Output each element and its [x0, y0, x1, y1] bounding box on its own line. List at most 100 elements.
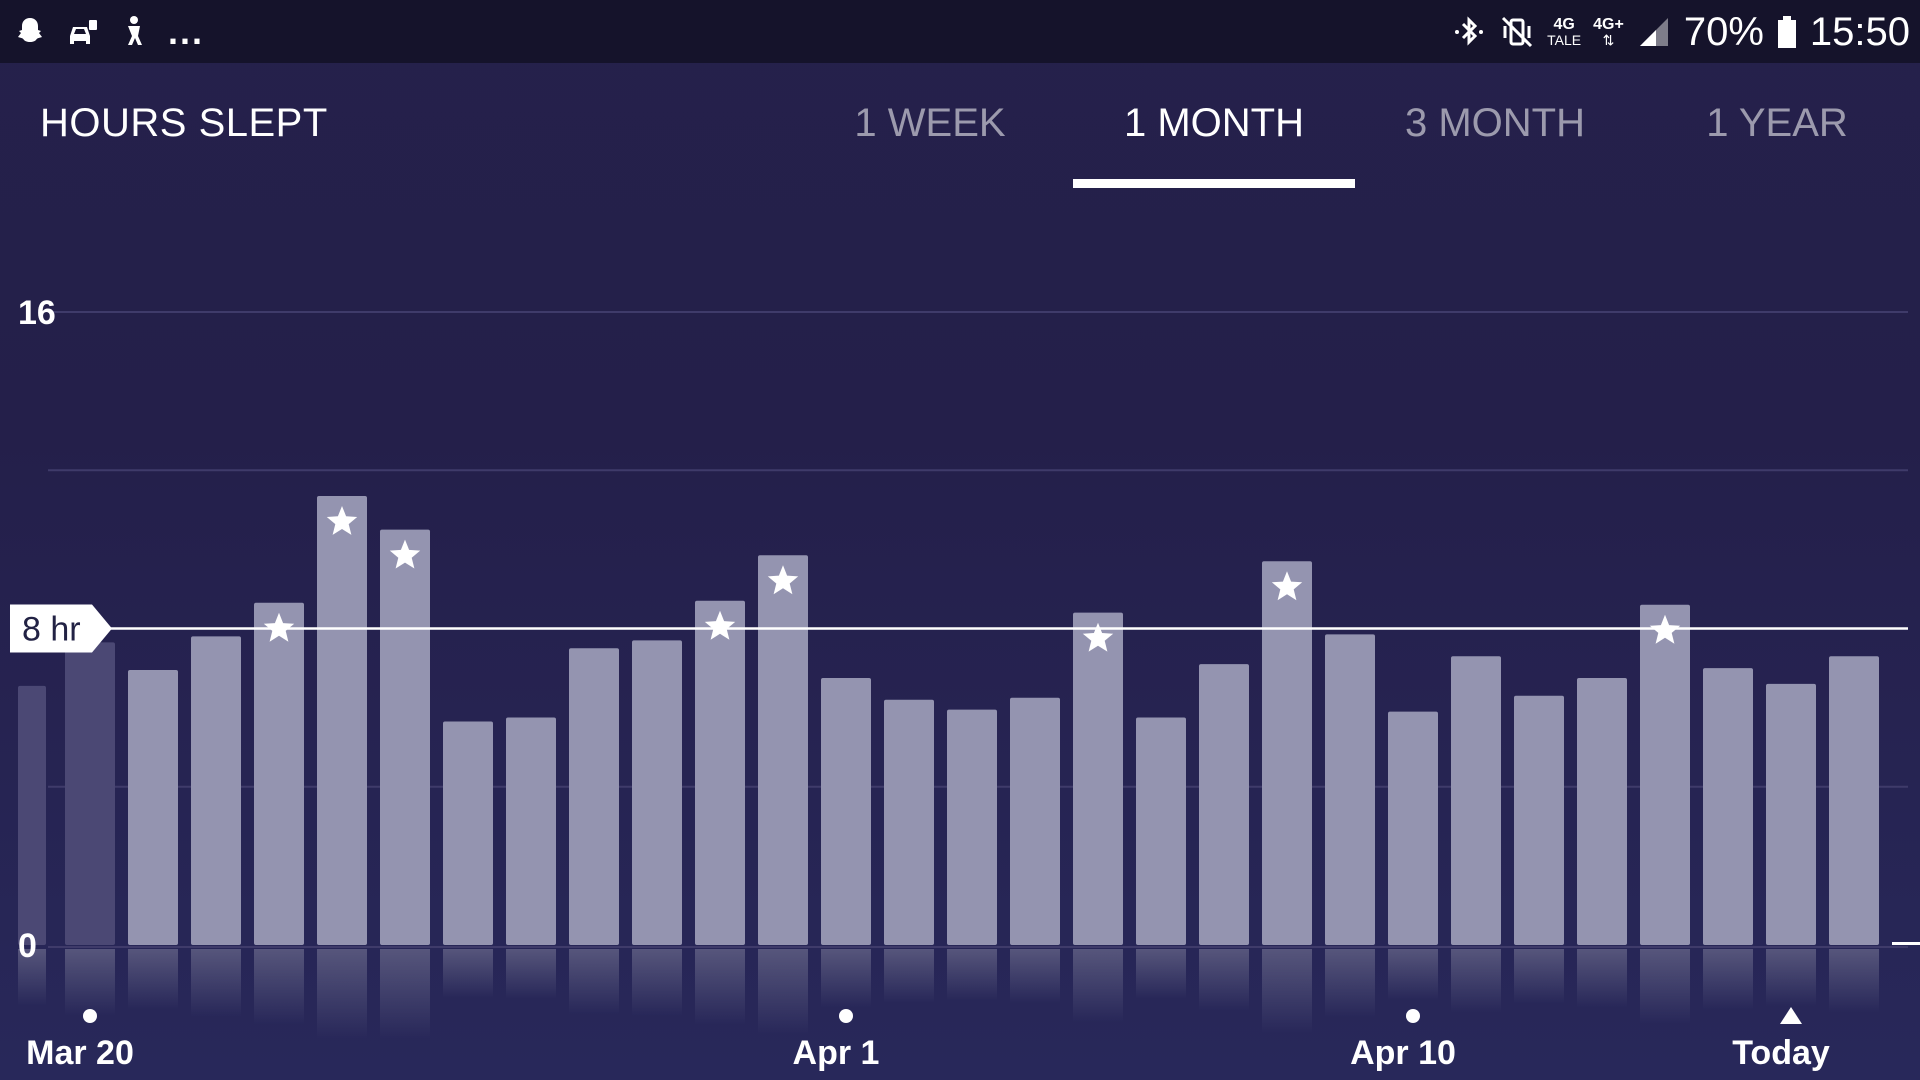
- car-icon: [64, 14, 100, 50]
- y-tick-label: 0: [18, 927, 37, 965]
- bar-reflection: [317, 949, 367, 1039]
- bar-reflection: [758, 949, 808, 1035]
- bar-reflection: [65, 949, 115, 1016]
- x-tick-label: Apr 10: [1350, 1034, 1456, 1072]
- bar: [65, 642, 115, 945]
- x-tick-label: Today: [1732, 1034, 1830, 1072]
- bar: [1703, 668, 1753, 945]
- bar: [1388, 711, 1438, 945]
- bar: [1514, 695, 1564, 945]
- header: HOURS SLEPT 1 WEEK 1 MONTH 3 MONTH 1 YEA…: [0, 63, 1920, 203]
- bar-reflection: [506, 949, 556, 1000]
- bar: [884, 699, 934, 945]
- bar-reflection: [1136, 949, 1186, 1000]
- bar: [1577, 677, 1627, 945]
- bar-reflection: [1010, 949, 1060, 1004]
- bar-reflection: [254, 949, 304, 1025]
- bar: [947, 709, 997, 945]
- bar-reflection: [1703, 949, 1753, 1010]
- vibrate-mute-icon: [1499, 14, 1535, 50]
- more-notifications-ellipsis: ...: [168, 11, 205, 52]
- bar-reflection: [821, 949, 871, 1008]
- bar: [506, 717, 556, 945]
- bar: [380, 529, 430, 945]
- bar: [443, 721, 493, 945]
- bar-reflection: [695, 949, 745, 1025]
- bar-reflection: [1199, 949, 1249, 1011]
- bar-reflection: [1388, 949, 1438, 1001]
- bar-reflection: [18, 949, 46, 1007]
- bar-today-empty: [1892, 942, 1920, 945]
- goal-star-icon: [704, 610, 736, 640]
- bar: [1199, 664, 1249, 945]
- bar-reflection: [443, 949, 493, 999]
- tab-1-week[interactable]: 1 WEEK: [854, 101, 1006, 145]
- bar: [1829, 656, 1879, 945]
- bar-reflection: [128, 949, 178, 1010]
- bar-reflection: [1514, 949, 1564, 1004]
- x-label-dot: [839, 1009, 853, 1023]
- data-arrows-icon: ⇅: [1602, 32, 1615, 48]
- x-label-dot: [83, 1009, 97, 1023]
- accessibility-icon: [116, 14, 152, 50]
- bluetooth-icon: [1451, 14, 1487, 50]
- goal-star-icon: [1271, 571, 1303, 601]
- goal-star-icon: [389, 539, 421, 569]
- bar-reflection: [1451, 949, 1501, 1013]
- status-bar-right: 4G TALE 4G+ ⇅ 70% 15:50: [1451, 8, 1910, 56]
- bar: [632, 640, 682, 945]
- bar-reflection: [1829, 949, 1879, 1013]
- bar-reflection: [947, 949, 997, 1001]
- network-indicator-4g-plus: 4G+ ⇅: [1593, 16, 1624, 48]
- bar: [1262, 561, 1312, 945]
- bar-reflection: [380, 949, 430, 1039]
- bar: [821, 677, 871, 945]
- tab-3-month[interactable]: 3 MONTH: [1405, 101, 1585, 145]
- bar: [1640, 604, 1690, 945]
- x-tick-label: Mar 20: [26, 1034, 134, 1072]
- goal-star-icon: [1082, 622, 1114, 652]
- status-bar-left: ...: [12, 10, 204, 54]
- tab-1-year[interactable]: 1 YEAR: [1706, 101, 1848, 145]
- clock: 15:50: [1809, 10, 1910, 54]
- x-tick-label: Apr 1: [793, 1034, 880, 1072]
- bar: [254, 602, 304, 945]
- network-type-label: 4G: [1553, 16, 1575, 33]
- bar-reflection: [1262, 949, 1312, 1034]
- sleep-chart-svg: 8 hr 16 0 Mar 20 Apr 1 Apr 10 Today: [10, 294, 1920, 1072]
- status-bar: ... 4G TALE 4G+ ⇅ 70% 15:50: [0, 0, 1920, 63]
- battery-percent: 70%: [1683, 10, 1764, 54]
- bar-reflection: [1577, 949, 1627, 1008]
- bar: [191, 636, 241, 945]
- bar-reflection: [569, 949, 619, 1015]
- bar: [317, 495, 367, 945]
- bar: [1136, 717, 1186, 945]
- bar-reflection: [1640, 949, 1690, 1024]
- bar: [1010, 697, 1060, 945]
- goal-star-icon: [767, 565, 799, 595]
- bar: [1325, 634, 1375, 945]
- bar-reflection: [1325, 949, 1375, 1018]
- bar: [1766, 683, 1816, 945]
- signal-icon: [1636, 14, 1672, 50]
- bar: [695, 600, 745, 945]
- network-type-label-2: 4G+: [1593, 16, 1624, 33]
- y-tick-label: 16: [18, 294, 56, 332]
- network-indicator-4g: 4G TALE: [1547, 16, 1582, 48]
- x-label-dot: [1406, 1009, 1420, 1023]
- bar: [1073, 612, 1123, 945]
- bar: [128, 670, 178, 945]
- reference-label: 8 hr: [22, 611, 81, 649]
- bar-reflection: [1073, 949, 1123, 1023]
- tab-1-month[interactable]: 1 MONTH: [1124, 101, 1304, 145]
- bar-reflection: [632, 949, 682, 1017]
- active-tab-indicator: [1073, 179, 1355, 188]
- battery-icon: [1776, 14, 1798, 50]
- bar: [18, 685, 46, 945]
- sleep-chart: 8 hr 16 0 Mar 20 Apr 1 Apr 10 Today: [0, 203, 1920, 1080]
- network-carrier-label: TALE: [1547, 32, 1582, 48]
- bar-reflection: [191, 949, 241, 1017]
- today-marker-icon: [1780, 1007, 1802, 1024]
- bar: [569, 648, 619, 945]
- bar: [758, 555, 808, 945]
